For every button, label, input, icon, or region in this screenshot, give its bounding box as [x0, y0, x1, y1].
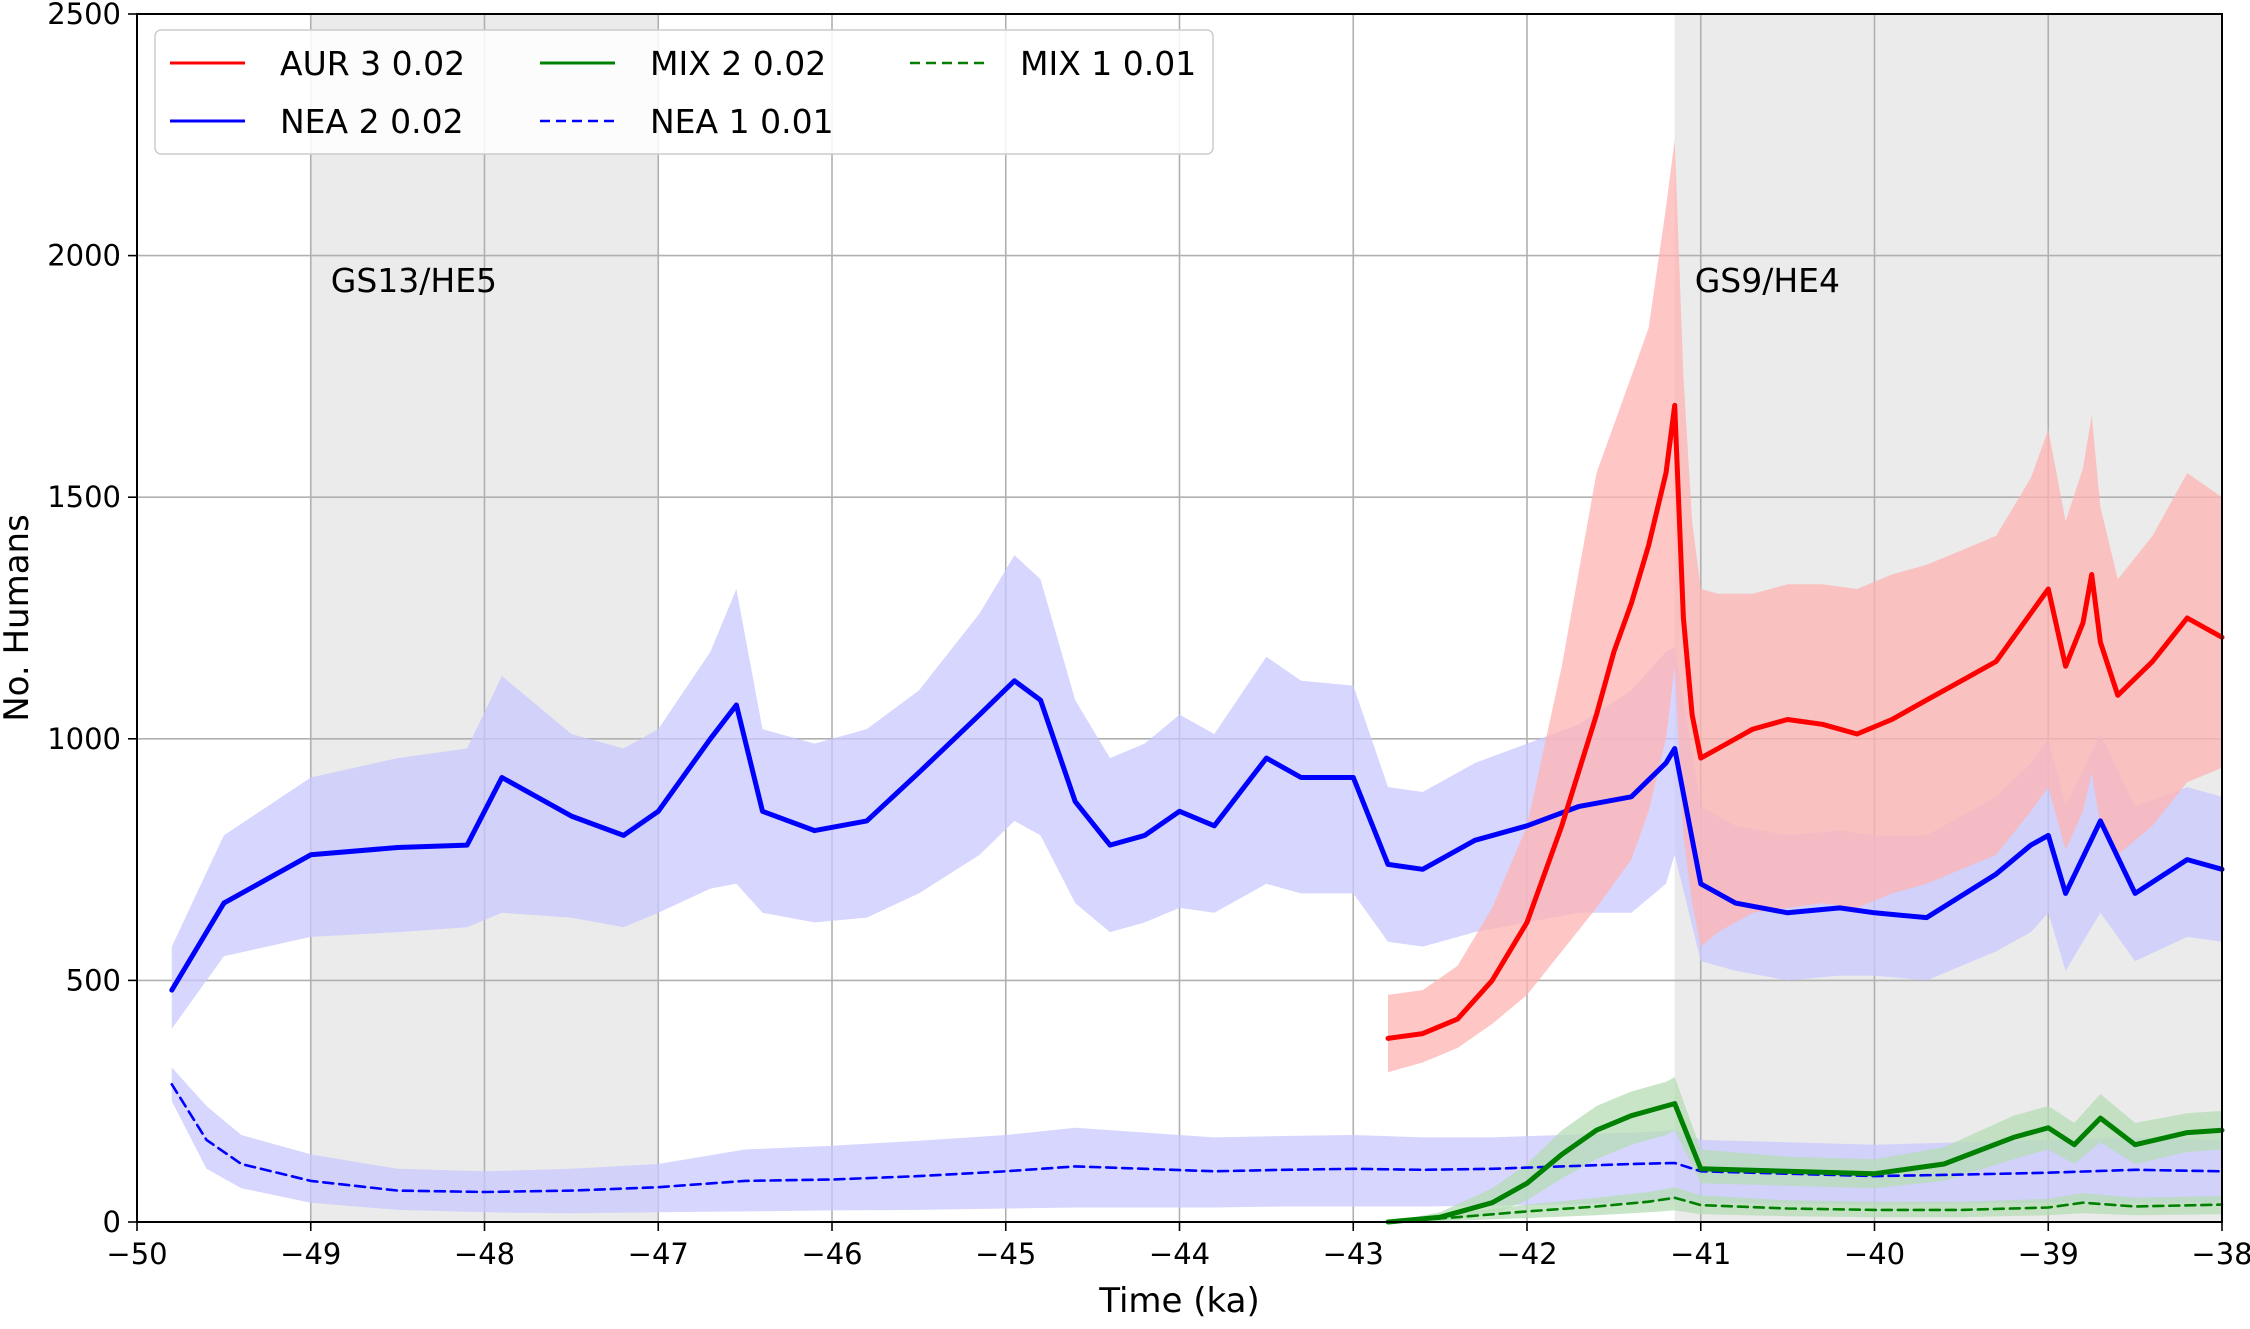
x-tick-label-11: −39 — [2018, 1237, 2079, 1271]
period-label-1: GS9/HE4 — [1695, 261, 1840, 300]
x-tick-label-2: −48 — [454, 1237, 515, 1271]
series-line-nea-2-0-02 — [169, 678, 2225, 993]
series-line-aur-3-0-02 — [1385, 402, 2225, 1041]
x-tick-label-6: −44 — [1149, 1237, 1210, 1271]
series-line-mix-1-0-01 — [1386, 1196, 2224, 1224]
x-tick-label-3: −47 — [628, 1237, 689, 1271]
legend-label-4: MIX 1 0.01 — [1020, 44, 1196, 83]
x-tick-label-10: −40 — [1844, 1237, 1905, 1271]
x-tick-label-8: −42 — [1496, 1237, 1557, 1271]
series-line-mix-2-0-02 — [1385, 1101, 2225, 1225]
y-tick-label-0: 0 — [103, 1205, 121, 1239]
y-tick-label-1: 500 — [66, 963, 121, 997]
uncertainty-bands — [171, 139, 2222, 1222]
y-tick-label-4: 2000 — [47, 239, 121, 273]
x-tick-label-7: −43 — [1323, 1237, 1384, 1271]
period-annotations: GS13/HE5 GS9/HE4 — [331, 261, 1840, 300]
legend-label-1: NEA 2 0.02 — [280, 102, 464, 141]
x-tick-label-12: −38 — [2191, 1237, 2250, 1271]
period-label-0: GS13/HE5 — [331, 261, 497, 300]
axis-ticks: −50 −49 −48 −47 −46 −45 −44 −43 −42 −41 −40 −39 −38 0… — [47, 0, 2250, 1271]
band-mix-2-0-02 — [1388, 1077, 2222, 1222]
x-tick-label-1: −49 — [280, 1237, 341, 1271]
legend-label-2: MIX 2 0.02 — [650, 44, 826, 83]
x-axis-label: Time (ka) — [1098, 1281, 1259, 1321]
legend-label-3: NEA 1 0.01 — [650, 102, 834, 141]
legend-label-0: AUR 3 0.02 — [280, 44, 465, 83]
y-tick-label-3: 1500 — [47, 480, 121, 514]
band-mix-1-0-01 — [1388, 1187, 2222, 1222]
y-axis-label: No. Humans — [0, 514, 37, 722]
y-tick-label-2: 1000 — [47, 722, 121, 756]
x-tick-label-5: −45 — [975, 1237, 1036, 1271]
legend: AUR 3 0.02 NEA 2 0.02 MIX 2 0.02 NEA 1 0.01… — [154, 29, 1214, 155]
x-tick-label-4: −46 — [801, 1237, 862, 1271]
x-tick-label-0: −50 — [106, 1237, 167, 1271]
legend-box — [154, 29, 1214, 155]
x-tick-label-9: −41 — [1670, 1237, 1731, 1271]
y-tick-label-5: 2500 — [47, 0, 121, 31]
band-aur-3-0-02 — [1388, 139, 2222, 1073]
series-lines — [169, 402, 2225, 1225]
